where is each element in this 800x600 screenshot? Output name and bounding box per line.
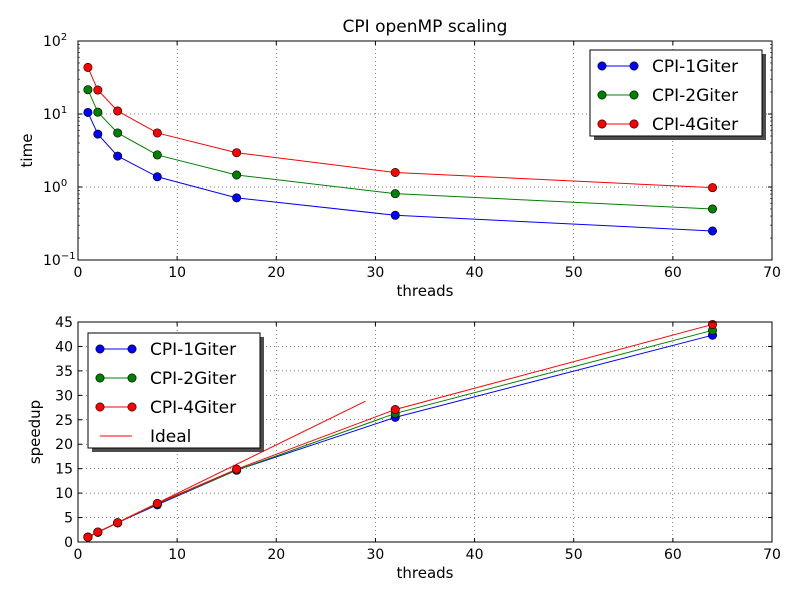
legend-marker bbox=[629, 119, 639, 129]
data-point bbox=[83, 62, 93, 72]
legend-marker bbox=[629, 90, 639, 100]
legend-marker bbox=[597, 90, 607, 100]
data-point bbox=[93, 85, 103, 95]
y-tick-label: 20 bbox=[55, 437, 73, 453]
x-tick-label: 40 bbox=[466, 265, 484, 281]
data-point bbox=[390, 210, 400, 220]
legend: CPI-1Giter CPI-2Giter CPI-4Giter Ideal bbox=[87, 332, 264, 452]
legend-marker bbox=[95, 402, 105, 412]
legend-box bbox=[589, 49, 763, 137]
legend: CPI-1Giter CPI-2Giter CPI-4Giter bbox=[589, 49, 766, 140]
data-point bbox=[113, 106, 123, 116]
data-point bbox=[83, 107, 93, 117]
legend-marker bbox=[95, 373, 105, 383]
data-point bbox=[708, 204, 718, 214]
data-point bbox=[232, 148, 242, 158]
data-point bbox=[113, 128, 123, 138]
x-tick-label: 70 bbox=[763, 265, 781, 281]
data-point bbox=[93, 129, 103, 139]
x-tick-label: 50 bbox=[565, 547, 583, 563]
data-point bbox=[232, 170, 242, 180]
x-tick-label: 30 bbox=[367, 547, 385, 563]
x-tick-label: 50 bbox=[565, 265, 583, 281]
legend-marker bbox=[597, 61, 607, 71]
x-tick-label: 20 bbox=[267, 547, 285, 563]
legend-box bbox=[87, 332, 261, 449]
series-cpi-1giter bbox=[83, 107, 718, 236]
y-tick-label: 35 bbox=[55, 364, 73, 380]
x-tick-label: 0 bbox=[74, 265, 83, 281]
legend-marker bbox=[127, 402, 137, 412]
data-point bbox=[113, 151, 123, 161]
legend-label: Ideal bbox=[150, 427, 191, 447]
axes-frame bbox=[77, 40, 773, 261]
x-tick-label: 0 bbox=[74, 547, 83, 563]
legend-marker bbox=[95, 344, 105, 354]
data-point bbox=[113, 518, 123, 528]
x-tick-label: 10 bbox=[168, 547, 186, 563]
x-tick-label: 60 bbox=[664, 265, 682, 281]
y-axis-label: time bbox=[18, 134, 36, 168]
x-axis-label: threads bbox=[397, 564, 454, 582]
data-point bbox=[708, 226, 718, 236]
data-point bbox=[83, 85, 93, 95]
y-tick-label: 0 bbox=[64, 535, 73, 551]
legend-marker bbox=[597, 119, 607, 129]
data-point bbox=[708, 183, 718, 193]
y-tick-label: 30 bbox=[55, 388, 73, 404]
y-tick-label: 40 bbox=[55, 339, 73, 355]
y-tick-label: 10−1 bbox=[43, 251, 76, 269]
data-point bbox=[152, 150, 162, 160]
x-tick-label: 40 bbox=[466, 547, 484, 563]
x-tick-label: 60 bbox=[664, 547, 682, 563]
y-tick-label: 5 bbox=[64, 511, 73, 527]
y-tick-label: 101 bbox=[43, 105, 67, 123]
x-tick-label: 20 bbox=[267, 265, 285, 281]
legend-marker bbox=[629, 61, 639, 71]
x-tick-label: 10 bbox=[168, 265, 186, 281]
speedup-chart: 0 10 20 30 40 50 60 70 0 5 10 15 20 25 30 35 40 45 threads… bbox=[26, 315, 781, 582]
y-tick-label: 10 bbox=[55, 486, 73, 502]
legend-label: CPI-4Giter bbox=[150, 398, 236, 418]
legend-label: CPI-4Giter bbox=[652, 115, 738, 135]
time-chart: 0 10 20 30 40 50 60 70 10−1 100 101 102 CPI openMP s… bbox=[18, 17, 781, 300]
series-cpi-2giter bbox=[83, 85, 718, 214]
x-tick-label: 70 bbox=[763, 547, 781, 563]
legend-label: CPI-2Giter bbox=[652, 86, 738, 106]
data-point bbox=[152, 172, 162, 182]
data-point bbox=[390, 405, 400, 415]
data-point bbox=[232, 464, 242, 474]
data-point bbox=[93, 107, 103, 117]
axes-frame bbox=[77, 321, 773, 543]
y-tick-label: 45 bbox=[55, 315, 73, 331]
x-tick-label: 30 bbox=[367, 265, 385, 281]
chart-title: CPI openMP scaling bbox=[343, 17, 508, 37]
data-point bbox=[152, 128, 162, 138]
data-point bbox=[83, 532, 93, 542]
legend-label: CPI-2Giter bbox=[150, 369, 236, 389]
data-point bbox=[390, 167, 400, 177]
y-tick-label: 100 bbox=[43, 178, 67, 196]
data-point bbox=[93, 527, 103, 537]
legend-label: CPI-1Giter bbox=[652, 57, 738, 77]
y-tick-label: 25 bbox=[55, 413, 73, 429]
legend-label: CPI-1Giter bbox=[150, 340, 236, 360]
y-tick-label: 15 bbox=[55, 462, 73, 478]
x-axis-label: threads bbox=[397, 282, 454, 300]
data-point bbox=[152, 498, 162, 508]
legend-marker bbox=[127, 344, 137, 354]
y-tick-label: 102 bbox=[43, 32, 67, 50]
data-point bbox=[390, 189, 400, 199]
data-point bbox=[232, 193, 242, 203]
series-cpi-4giter bbox=[83, 62, 718, 193]
y-axis-label: speedup bbox=[26, 400, 44, 464]
legend-marker bbox=[127, 373, 137, 383]
